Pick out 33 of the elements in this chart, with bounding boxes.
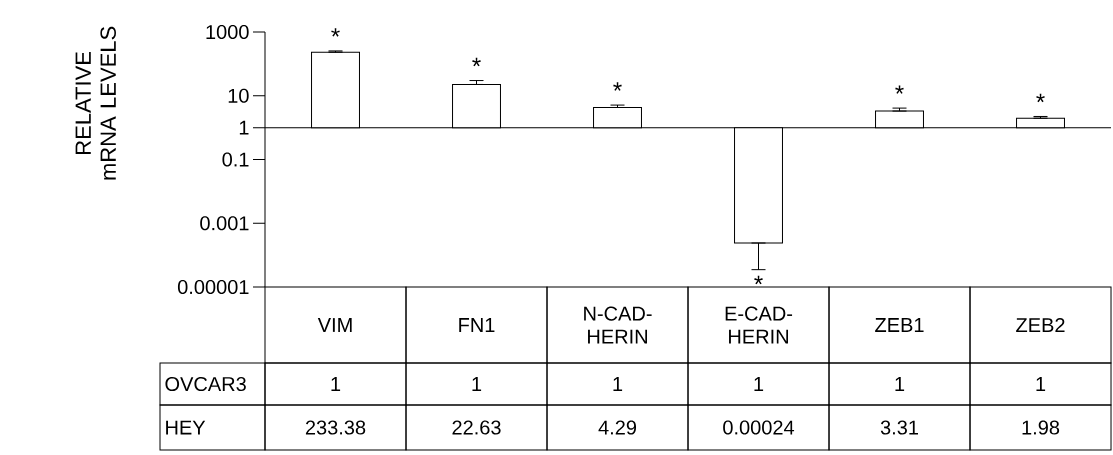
data-label: 233.38 xyxy=(305,420,366,435)
annotation: * xyxy=(754,275,763,285)
text: 1 xyxy=(331,377,341,391)
y-tick-label: 10 xyxy=(228,88,249,103)
x-tick-label: ZEB2 xyxy=(1016,318,1065,332)
text: 1 xyxy=(754,377,764,391)
y-tick-label: 1 xyxy=(239,120,249,135)
x-tick-label: VIM xyxy=(317,318,352,332)
text: 1 xyxy=(1036,377,1046,391)
y-axis-title: RELATIVE mRNA LEVELS xyxy=(75,26,116,180)
text: 1 xyxy=(613,377,623,391)
text: 1 xyxy=(472,377,482,391)
data-label: 1.98 xyxy=(1022,420,1060,435)
text: 1 xyxy=(895,377,905,391)
text: HEY xyxy=(166,420,206,435)
x-tick-label: FN1 xyxy=(459,318,495,332)
annotation: * xyxy=(472,57,481,67)
annotation: * xyxy=(331,28,340,37)
data-label: 4.29 xyxy=(598,420,637,435)
data-label: 22.63 xyxy=(452,420,501,435)
annotation: * xyxy=(1036,93,1045,103)
data-label: 0.00024 xyxy=(723,420,795,435)
ref-line-label: OVCAR3 xyxy=(165,376,246,392)
annotation: * xyxy=(895,85,904,94)
y-tick-label: 0.001 xyxy=(200,216,249,231)
x-tick-label: N-CAD-HERIN xyxy=(584,306,652,344)
x-tick-label: E-CAD-HERIN xyxy=(725,306,793,344)
data-label: 3.31 xyxy=(880,420,918,435)
y-tick-label: 0.00001 xyxy=(177,279,249,295)
y-tick-label: 0.1 xyxy=(222,152,249,167)
y-tick-label: 1000 xyxy=(206,24,249,40)
annotation: * xyxy=(613,82,622,91)
x-tick-label: ZEB1 xyxy=(875,318,924,332)
